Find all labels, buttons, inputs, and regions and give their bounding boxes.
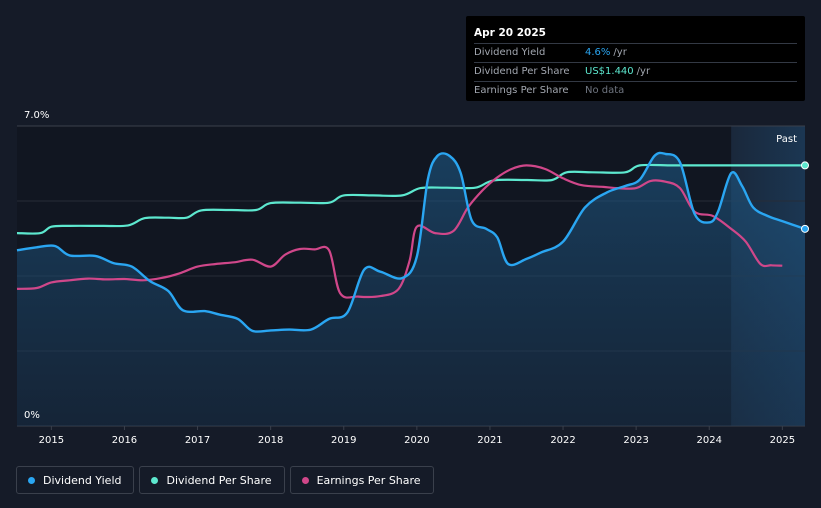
chart-legend: Dividend Yield Dividend Per Share Earnin… (16, 466, 434, 494)
legend-label: Earnings Per Share (316, 473, 421, 487)
x-tick-label: 2020 (404, 435, 429, 446)
tooltip-row-earnings-per-share: Earnings Per Share No data (474, 81, 797, 100)
dividend-yield-end-marker (801, 224, 809, 233)
tooltip-row-dividend-yield: Dividend Yield 4.6%/yr (474, 43, 797, 62)
x-tick-label: 2017 (185, 435, 210, 446)
past-label: Past (776, 134, 797, 145)
x-tick-label: 2019 (331, 435, 356, 446)
dividend-per-share-end-marker (801, 161, 809, 170)
tooltip-unit: /yr (636, 66, 651, 77)
y-tick-top: 7.0% (24, 110, 49, 121)
x-tick-label: 2025 (770, 435, 795, 446)
legend-dot-icon (28, 476, 35, 484)
tooltip-panel: Apr 20 2025 Dividend Yield 4.6%/yr Divid… (466, 16, 805, 101)
legend-earnings-per-share[interactable]: Earnings Per Share (289, 466, 434, 494)
x-tick-label: 2015 (39, 435, 64, 446)
legend-label: Dividend Yield (43, 473, 122, 487)
tooltip-label: Earnings Per Share (474, 85, 569, 96)
tooltip-value: No data (585, 85, 625, 96)
tooltip-label: Dividend Per Share (474, 66, 570, 77)
y-tick-bottom: 0% (24, 410, 40, 421)
x-tick-label: 2024 (697, 435, 722, 446)
tooltip-value: US$1.440 (585, 66, 634, 77)
tooltip-unit: /yr (613, 47, 627, 58)
dividend-per-share-line (16, 163, 805, 235)
tooltip-date: Apr 20 2025 (474, 27, 546, 39)
legend-dividend-yield[interactable]: Dividend Yield (16, 466, 135, 494)
tooltip-row-dividend-per-share: Dividend Per Share US$1.440/yr (474, 62, 797, 81)
dividend-yield-area (17, 152, 805, 427)
x-tick-label: 2023 (623, 435, 648, 446)
tooltip-value: 4.6% (585, 47, 611, 58)
legend-dot-icon (301, 476, 309, 484)
x-tick-label: 2021 (477, 435, 502, 446)
legend-dot-icon (151, 476, 159, 484)
x-axis-ticks: 2015 2016 2017 2018 2019 2020 2021 2022 2023 2024… (39, 426, 795, 446)
earnings-per-share-line (16, 164, 783, 299)
x-tick-label: 2016 (112, 435, 137, 446)
legend-label: Dividend Per Share (166, 473, 272, 487)
legend-dividend-per-share[interactable]: Dividend Per Share (139, 466, 285, 494)
x-tick-label: 2018 (258, 435, 283, 446)
dividend-yield-line (16, 151, 806, 333)
tooltip-label: Dividend Yield (474, 47, 546, 58)
x-tick-label: 2022 (550, 435, 575, 446)
